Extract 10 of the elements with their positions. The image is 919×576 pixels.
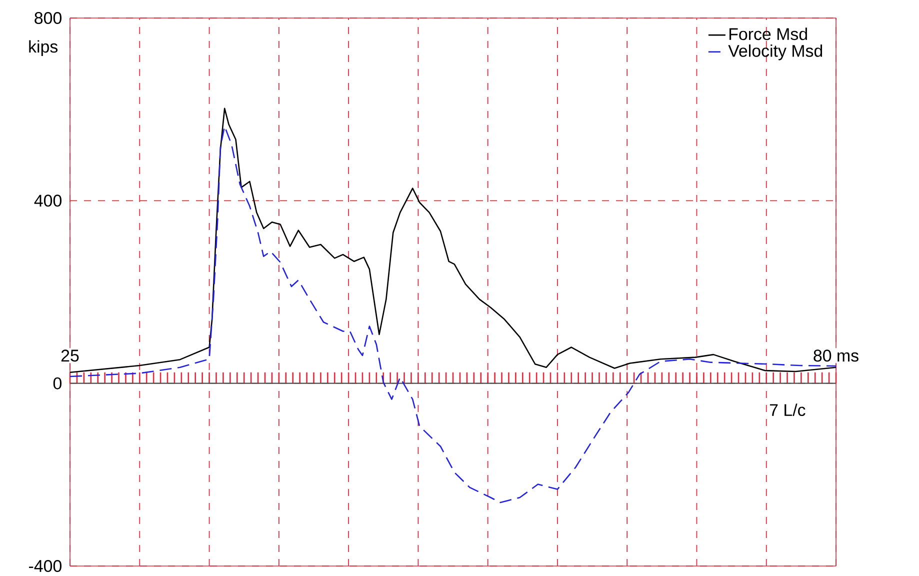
- y-axis-title: kips: [29, 40, 58, 56]
- y-tick-label: 800: [34, 12, 62, 24]
- annotation: 7 L/c: [770, 404, 806, 416]
- x-tick-label: 25: [61, 350, 79, 362]
- y-tick-label: -400: [29, 560, 62, 572]
- y-tick-label: 400: [34, 194, 62, 207]
- legend-label: Velocity Msd: [728, 44, 822, 60]
- y-tick-label: 0: [53, 377, 62, 390]
- x-tick-label: 80 ms: [814, 350, 858, 362]
- legend-label: Force Msd: [729, 28, 807, 40]
